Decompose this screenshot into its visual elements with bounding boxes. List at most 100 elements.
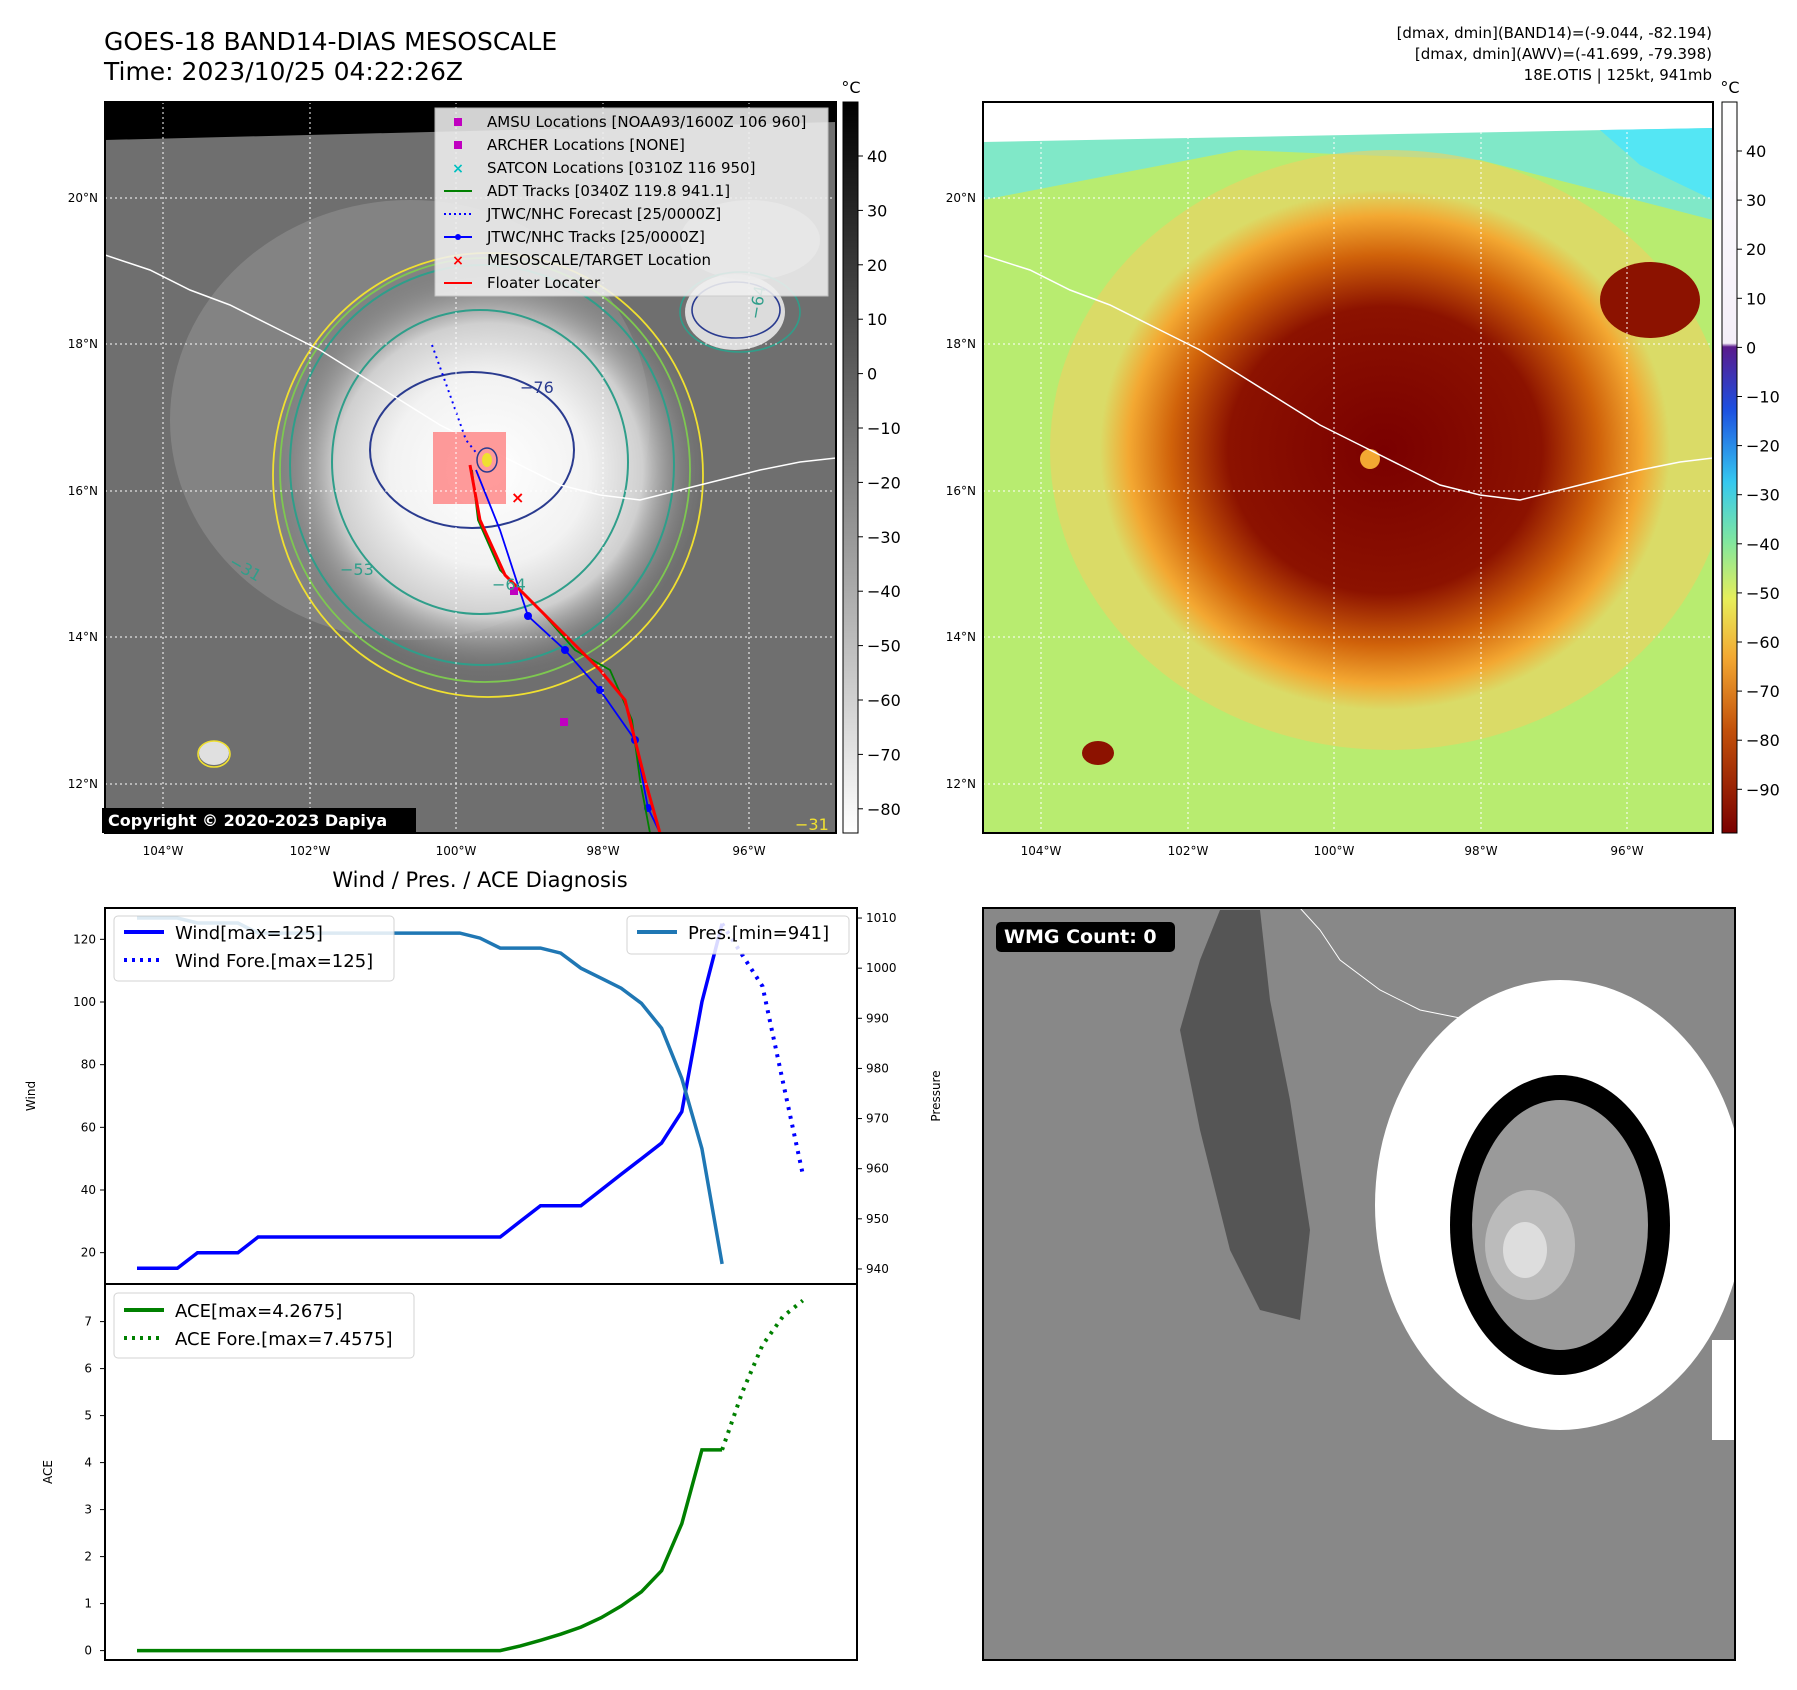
svg-text:14°N: 14°N bbox=[946, 630, 976, 644]
colorbar-tick: −40 bbox=[867, 582, 901, 601]
legend-label: Floater Locater bbox=[487, 274, 601, 292]
y-tick-label: 950 bbox=[866, 1212, 889, 1226]
svg-text:16°N: 16°N bbox=[946, 484, 976, 498]
target-marker: × bbox=[511, 488, 524, 507]
ir-map-panel: × −76 −64 −64 −31 −31 −53 Copyright © 20… bbox=[68, 78, 901, 858]
contour-label: −76 bbox=[520, 378, 554, 397]
legend-label-ace-forecast: ACE Fore.[max=7.4575] bbox=[175, 1329, 393, 1350]
floater-track bbox=[468, 464, 662, 833]
wmg-badge-text: WMG Count: 0 bbox=[1004, 926, 1157, 948]
legend-item: AMSU Locations [NOAA93/1600Z 106 960] bbox=[454, 113, 806, 131]
legend-label-wind-forecast: Wind Fore.[max=125] bbox=[175, 951, 373, 972]
wmg-panel: WMG Count: 0 bbox=[982, 907, 1736, 1661]
pressure-axis-label: Pressure bbox=[929, 1070, 943, 1121]
figure-title: GOES-18 BAND14-DIAS MESOSCALE bbox=[104, 27, 557, 56]
legend-marker: × bbox=[452, 161, 464, 177]
svg-text:104°W: 104°W bbox=[143, 844, 184, 858]
colorbar-tick: −80 bbox=[867, 800, 901, 819]
y-tick-label: 5 bbox=[84, 1409, 92, 1423]
y-tick-label: 960 bbox=[866, 1162, 889, 1176]
series-ace-fore-max-7-4575 bbox=[720, 1298, 805, 1451]
colorbar-tick: 40 bbox=[867, 147, 887, 166]
svg-text:°C: °C bbox=[841, 78, 860, 97]
y-tick-label: 40 bbox=[81, 1183, 96, 1197]
svg-text:12°N: 12°N bbox=[68, 777, 98, 791]
contour-label: −31 bbox=[795, 815, 829, 834]
svg-text:18°N: 18°N bbox=[68, 337, 98, 351]
y-tick-label: 80 bbox=[81, 1058, 96, 1072]
colorbar-tick: −20 bbox=[867, 473, 901, 492]
contour-53 bbox=[331, 309, 629, 615]
svg-text:98°W: 98°W bbox=[1464, 844, 1497, 858]
colorbar-tick: 10 bbox=[1746, 289, 1766, 308]
y-tick-label: 940 bbox=[866, 1262, 889, 1276]
ir-colorbar: °C 40 30 20 10 0 −10 −20 −30 −40 −50 −60 −70 −80 bbox=[841, 78, 901, 834]
colorbar-tick: 20 bbox=[867, 256, 887, 275]
colorbar-tick: 0 bbox=[867, 365, 877, 384]
awv-lat-labels: 20°N 18°N 16°N 14°N 12°N bbox=[946, 191, 976, 791]
y-tick-label: 970 bbox=[866, 1112, 889, 1126]
colorbar-tick: −50 bbox=[867, 637, 901, 656]
diagnosis-charts: Wind / Pres. / ACE Diagnosis Wind Pressu… bbox=[24, 868, 943, 1661]
info-storm: 18E.OTIS | 125kt, 941mb bbox=[1524, 66, 1712, 84]
ir-gridlines bbox=[105, 102, 836, 833]
svg-text:100°W: 100°W bbox=[1314, 844, 1355, 858]
ace-legend: ACE[max=4.2675] ACE Fore.[max=7.4575] bbox=[113, 1292, 415, 1359]
colorbar-tick: 10 bbox=[867, 310, 887, 329]
colorbar-tick: −70 bbox=[1746, 682, 1780, 701]
awv-colorbar: °C 40 30 20 10 0 −10 −20 −30 −40 −50 −60 −70 −80 −90 bbox=[1720, 78, 1780, 834]
wind-legend: Wind[max=125] Wind Fore.[max=125] bbox=[113, 915, 395, 982]
colorbar-tick: −70 bbox=[867, 745, 901, 764]
awv-gridlines bbox=[983, 102, 1713, 833]
svg-text:96°W: 96°W bbox=[732, 844, 765, 858]
y-tick-label: 0 bbox=[84, 1644, 92, 1658]
colorbar-tick: 30 bbox=[867, 201, 887, 220]
legend-label: ADT Tracks [0340Z 119.8 941.1] bbox=[487, 182, 730, 200]
contour-label: −53 bbox=[340, 560, 374, 579]
y-tick-label: 1 bbox=[84, 1597, 92, 1611]
svg-text:18°N: 18°N bbox=[946, 337, 976, 351]
ir-lon-labels: 104°W 102°W 100°W 98°W 96°W bbox=[143, 844, 766, 858]
colorbar-tick: −50 bbox=[1746, 584, 1780, 603]
svg-text:20°N: 20°N bbox=[946, 191, 976, 205]
colorbar-tick: −30 bbox=[867, 528, 901, 547]
colorbar-tick: 30 bbox=[1746, 191, 1766, 210]
y-tick-label: 7 bbox=[84, 1315, 92, 1329]
svg-text:102°W: 102°W bbox=[1168, 844, 1209, 858]
svg-text:100°W: 100°W bbox=[436, 844, 477, 858]
ir-frame bbox=[104, 101, 837, 834]
legend-label-pressure: Pres.[min=941] bbox=[688, 923, 829, 944]
colorbar-tick: −30 bbox=[1746, 486, 1780, 505]
colorbar-tick: 0 bbox=[1746, 338, 1756, 357]
colorbar-tick: −60 bbox=[867, 691, 901, 710]
svg-text:98°W: 98°W bbox=[586, 844, 619, 858]
legend-item: JTWC/NHC Tracks [25/0000Z] bbox=[444, 228, 705, 246]
wmg-coastline bbox=[1299, 908, 1471, 1021]
y-tick-label: 4 bbox=[84, 1456, 92, 1470]
ir-lat-labels: 20°N 18°N 16°N 14°N 12°N bbox=[68, 191, 98, 791]
series-ace-max-4-2675 bbox=[137, 1448, 723, 1653]
copyright-box bbox=[102, 808, 416, 833]
awv-coastline bbox=[983, 254, 1713, 501]
legend-marker bbox=[454, 118, 462, 126]
figure-time: Time: 2023/10/25 04:22:26Z bbox=[103, 57, 463, 86]
legend-item: JTWC/NHC Forecast [25/0000Z] bbox=[444, 205, 721, 223]
series-wind-fore-max-125 bbox=[720, 922, 805, 1175]
y-tick-label: 980 bbox=[866, 1061, 889, 1075]
y-tick-label: 6 bbox=[84, 1362, 92, 1376]
info-awv: [dmax, dmin](AWV)=(-41.699, -79.398) bbox=[1415, 45, 1712, 63]
legend-item: × MESOSCALE/TARGET Location bbox=[452, 251, 711, 269]
awv-map-panel: 104°W 102°W 100°W 98°W 96°W 20°N 18°N 16… bbox=[946, 78, 1780, 858]
wmg-band bbox=[1180, 910, 1310, 1320]
colorbar-tick: −60 bbox=[1746, 633, 1780, 652]
awv-storm bbox=[1100, 190, 1670, 710]
colorbar-tick: 20 bbox=[1746, 240, 1766, 259]
contour-76 bbox=[369, 371, 575, 529]
legend-item: ADT Tracks [0340Z 119.8 941.1] bbox=[444, 182, 730, 200]
wind-y-ticks: 20 40 60 80 100 120 bbox=[73, 932, 105, 1260]
series-wind-max-125 bbox=[137, 923, 724, 1271]
info-band14: [dmax, dmin](BAND14)=(-9.044, -82.194) bbox=[1397, 24, 1712, 42]
colorbar-tick: −10 bbox=[867, 419, 901, 438]
wmg-frame bbox=[982, 907, 1736, 1661]
